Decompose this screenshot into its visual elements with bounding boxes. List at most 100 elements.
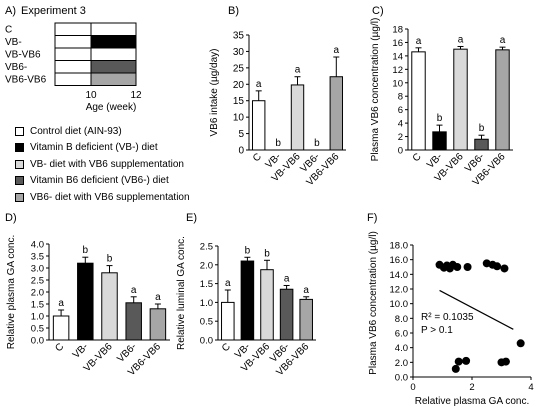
chart-d-y-tick-8: 4.0 [31, 240, 44, 251]
legend-swatch-vb6-minus [15, 176, 24, 186]
chart-c-sig-letter-0: a [416, 36, 422, 47]
chart-c-y-tick-3: 6 [398, 105, 403, 116]
chart-f-annotation-r2: R² = 0.1035 [421, 312, 474, 323]
chart-b-panel-label: B) [228, 5, 239, 17]
chart-d-y-tick-1: 0.5 [31, 324, 44, 335]
chart-e-panel-label: E) [186, 212, 197, 224]
panel-a-row-1-pre [54, 22, 92, 36]
chart-d-bar-4 [149, 308, 167, 341]
legend-item-vb6-minus: Vitamin B6 deficient (VB6-) diet [15, 173, 215, 190]
chart-d-category-0: C [53, 341, 66, 354]
chart-b-sig-letter-1: b [275, 138, 281, 149]
chart-c-panel-label: C) [372, 5, 384, 17]
chart-f-y-tick-0: 0.0 [395, 373, 408, 384]
chart-d-y-label: Relative plasma GA conc. [6, 235, 17, 350]
chart-c-y-tick-9: 18 [392, 25, 403, 36]
chart-d-panel-label: D) [5, 212, 17, 224]
panel-a-row-3-diet [90, 47, 137, 61]
chart-c-bar-0 [411, 51, 426, 151]
panel-a-tick-12: 12 [130, 90, 142, 101]
legend-swatch-vb6-vb6 [15, 192, 24, 202]
chart-d-bar-2 [101, 272, 118, 341]
chart-e-sig-letter-4: a [303, 285, 309, 296]
chart-d-bar-1 [77, 262, 94, 341]
legend-item-vb6-vb6: VB6- diet with VB6 supplementation [15, 189, 215, 206]
chart-c-y-tick-1: 2 [398, 132, 403, 143]
panel-a-tick-10: 10 [85, 90, 97, 101]
chart-f-point-12 [454, 357, 463, 366]
chart-c-y-tick-4: 8 [398, 92, 403, 103]
panel-a-row-3-pre [54, 47, 92, 61]
chart-b-bar-2 [290, 84, 305, 151]
legend-item-vb-vb6: VB- diet with VB6 supplementation [15, 156, 215, 173]
chart-e-y-tick-4: 2.0 [200, 260, 213, 271]
chart-b-bar-0 [251, 100, 266, 151]
chart-f-point-9 [493, 262, 502, 271]
chart-f-point-16 [516, 339, 525, 348]
chart-e-bar-2 [260, 269, 274, 341]
panel-a-row-3-label: VB-VB6 [5, 50, 41, 61]
chart-f-annotation-p: P > 0.1 [421, 325, 453, 336]
legend-item-control: Control diet (AIN-93) [15, 123, 215, 140]
panel-a-row-5-diet [90, 72, 137, 86]
legend-label-vb-vb6: VB- diet with VB6 supplementation [30, 158, 184, 170]
legend-label-vb6-minus: Vitamin B6 deficient (VB6-) diet [30, 175, 169, 187]
chart-c-bar-4 [495, 49, 510, 151]
panel-a-row-2-diet [90, 35, 137, 49]
chart-c-bar-3 [474, 138, 489, 151]
chart-e-sig-letter-0: a [225, 278, 231, 289]
chart-c-sig-letter-3: b [479, 123, 485, 134]
chart-f: F) Plasma VB6 concentration (µg/l) Relativ… [367, 212, 534, 407]
chart-f-y-tick-6: 12.0 [390, 285, 409, 296]
chart-b-y-tick-5: 25 [233, 63, 245, 74]
chart-c-sig-letter-1: b [437, 113, 443, 124]
panel-a-row-4-diet [90, 60, 137, 74]
panel-a-row-4-label: VB6- [5, 62, 27, 73]
chart-c-sig-letter-2: a [458, 34, 464, 45]
chart-f-x-tick-2: 4 [528, 382, 533, 393]
chart-f-x-tick-1: 2 [469, 382, 474, 393]
chart-d-y-tick-0: 0.0 [31, 336, 44, 347]
chart-c-y-tick-7: 14 [392, 51, 403, 62]
chart-f-y-label: Plasma VB6 concentration (µg/l) [368, 231, 379, 375]
panel-a-axis-label: Age (week) [86, 102, 137, 113]
panel-a-row-1-label: C [5, 25, 12, 36]
chart-d-y-tick-3: 1.5 [31, 300, 44, 311]
chart-c-bar-2 [453, 48, 468, 151]
chart-f-point-13 [462, 356, 471, 365]
legend-swatch-vb-minus [15, 143, 24, 153]
panel-a-row-1-diet [90, 22, 137, 36]
chart-f-y-tick-2: 4.0 [395, 343, 408, 354]
chart-e-y-tick-2: 1.0 [200, 298, 213, 309]
chart-f-y-tick-5: 10.0 [390, 299, 409, 310]
chart-b: B)VB6 intake (µg/day)05101520253035aCbVB… [209, 5, 346, 188]
panel-a-row-4-pre [54, 60, 92, 74]
chart-f-panel-label: F) [367, 212, 377, 224]
chart-e-y-tick-0: 0.0 [200, 336, 213, 347]
chart-b-category-0: C [251, 151, 264, 164]
chart-f-x-tick-0: 0 [410, 382, 415, 393]
legend-label-vb-minus: Vitamin B deficient (VB-) diet [30, 142, 158, 154]
chart-c-category-0: C [411, 151, 424, 164]
chart-e-y-label: Relative luminal GA conc. [176, 236, 187, 350]
chart-d-y-tick-5: 2.5 [31, 276, 44, 287]
chart-b-sig-letter-0: a [256, 79, 262, 90]
chart-c-y-tick-6: 12 [392, 65, 403, 76]
chart-f-y-tick-8: 16.0 [390, 255, 409, 266]
chart-d-bar-0 [52, 315, 70, 341]
chart-f-x-label: Relative plasma GA conc. [415, 396, 530, 407]
chart-f-point-5 [453, 263, 462, 271]
chart-f-point-11 [451, 364, 460, 373]
chart-f-trendline [439, 289, 514, 330]
chart-b-y-tick-7: 35 [233, 31, 245, 42]
chart-c-y-tick-8: 16 [392, 38, 403, 49]
chart-d-sig-letter-0: a [58, 298, 64, 309]
chart-d-sig-letter-4: a [155, 292, 161, 303]
chart-d-y-tick-4: 2.0 [31, 288, 44, 299]
legend-label-control: Control diet (AIN-93) [30, 125, 122, 137]
chart-d-sig-letter-1: b [83, 245, 89, 256]
panel-a-row-2-label: VB- [5, 37, 22, 48]
chart-e-sig-letter-2: b [264, 248, 270, 259]
